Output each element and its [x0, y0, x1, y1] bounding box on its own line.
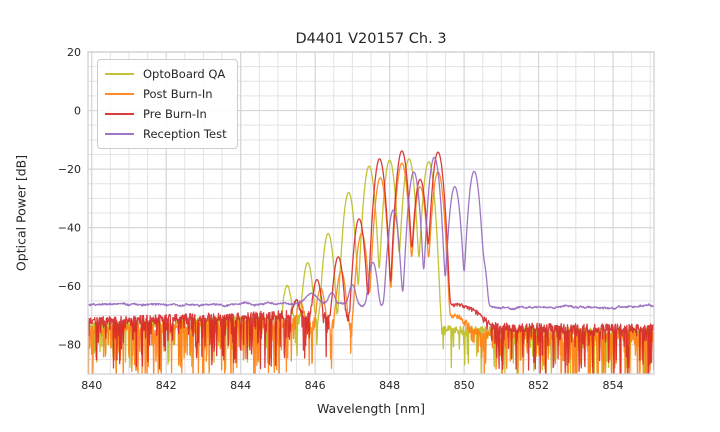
series-line-pre-burn-in [88, 150, 654, 374]
legend: OptoBoard QA Post Burn-In Pre Burn-In Recep… [97, 59, 238, 149]
y-tick-label: −60 [58, 280, 81, 293]
x-tick-label: 846 [305, 379, 326, 392]
y-tick-label: 0 [74, 105, 81, 118]
y-axis-label: Optical Power [dB] [13, 154, 29, 272]
x-tick-label: 852 [528, 379, 549, 392]
legend-label: Post Burn-In [143, 87, 213, 101]
legend-line-swatch [105, 93, 134, 95]
x-tick-label: 840 [81, 379, 102, 392]
chart-title: D4401 V20157 Ch. 3 [295, 31, 447, 47]
legend-label: OptoBoard QA [143, 67, 226, 81]
x-tick-label: 848 [379, 379, 400, 392]
x-tick-label: 842 [156, 379, 177, 392]
y-tick-label: −20 [58, 163, 81, 176]
y-tick-label: −80 [58, 339, 81, 352]
legend-line-swatch [105, 73, 134, 75]
x-axis-label: Wavelength [nm] [317, 401, 425, 416]
y-tick-label: −40 [58, 222, 81, 235]
x-tick-label: 850 [454, 379, 475, 392]
legend-item-pre-burn-in: Pre Burn-In [105, 104, 227, 124]
series-line-reception-test [88, 156, 654, 311]
x-tick-label: 854 [603, 379, 624, 392]
legend-line-swatch [105, 113, 134, 115]
y-tick-label: 20 [67, 46, 81, 59]
series-line-post-burn-in [88, 162, 654, 374]
legend-label: Reception Test [143, 127, 227, 141]
legend-item-post-burn-in: Post Burn-In [105, 84, 227, 104]
legend-item-optoboard-qa: OptoBoard QA [105, 64, 227, 84]
x-tick-label: 844 [230, 379, 251, 392]
legend-label: Pre Burn-In [143, 107, 207, 121]
legend-item-reception-test: Reception Test [105, 124, 227, 144]
legend-line-swatch [105, 133, 134, 135]
